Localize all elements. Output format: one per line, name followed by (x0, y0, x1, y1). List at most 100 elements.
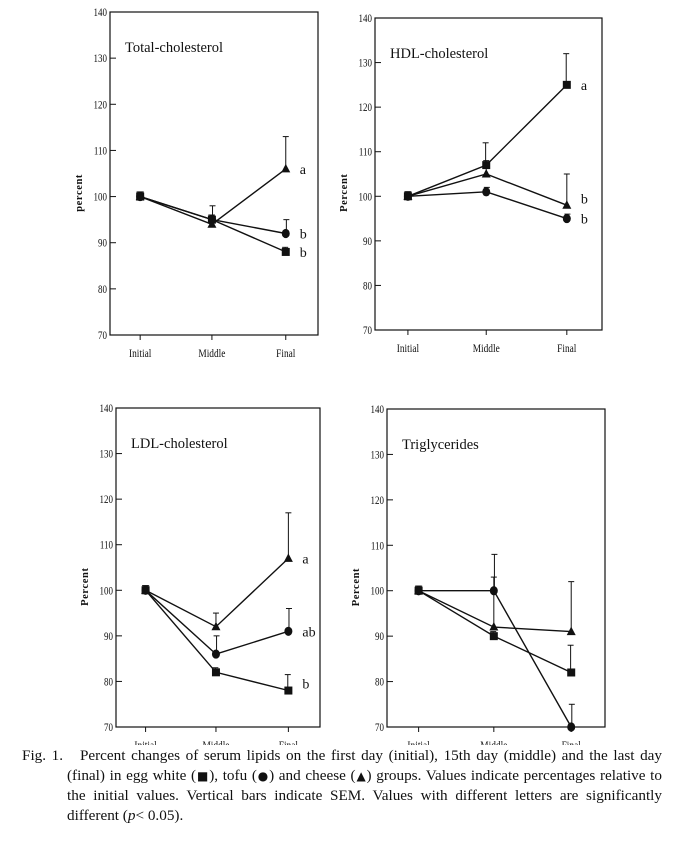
chart-title: Total-cholesterol (125, 40, 223, 56)
significance-label: b (302, 678, 309, 693)
figure-caption: Fig. 1. Percent changes of serum lipids … (22, 746, 662, 825)
data-point-triangle (403, 191, 413, 200)
data-point-triangle (281, 163, 291, 173)
chart-panel-1: 70 80 90 100 110 120 130 140 Initial Middle Final p… (74, 7, 319, 360)
y-tick-label: 120 (100, 494, 113, 506)
data-point-circle (211, 649, 220, 659)
y-tick-label: 70 (363, 325, 372, 337)
data-point-square (284, 686, 293, 695)
y-tick-label: 140 (100, 403, 113, 415)
data-point-square (489, 632, 498, 641)
x-tick-label: Final (276, 347, 295, 360)
x-tick-label: Middle (473, 342, 500, 355)
x-tick-label: Initial (397, 342, 419, 355)
data-point-square (211, 668, 220, 677)
significance-label: b (300, 246, 307, 261)
chart-panel-4: 70 80 90 100 110 120 130 140 Initial Middle Final P… (351, 404, 606, 745)
series-line-circle (418, 590, 572, 728)
x-tick-label: Middle (202, 739, 229, 745)
y-tick-label: 140 (371, 404, 384, 416)
cheese-symbol: ▲ (355, 768, 367, 783)
x-tick-label: Middle (480, 739, 507, 745)
data-point-triangle (211, 621, 221, 631)
data-point-triangle (489, 622, 499, 631)
x-tick-label: Initial (134, 739, 156, 745)
y-tick-label: 90 (375, 631, 384, 643)
y-tick-label: 130 (371, 450, 384, 462)
data-point-triangle (207, 219, 217, 228)
y-tick-label: 120 (94, 99, 107, 111)
y-tick-label: 110 (371, 540, 384, 552)
y-tick-label: 100 (371, 586, 384, 598)
data-point-square (567, 668, 576, 677)
series-line-triangle (145, 557, 289, 628)
tofu-symbol: ● (256, 768, 270, 783)
x-tick-label: Initial (129, 347, 151, 360)
significance-label: ab (302, 625, 315, 640)
significance-label: b (581, 213, 588, 228)
y-tick-label: 80 (98, 284, 107, 296)
y-tick-label: 110 (94, 146, 107, 158)
y-tick-label: 120 (371, 495, 384, 507)
x-tick-label: Final (279, 739, 298, 745)
y-axis-label: Percent (80, 567, 91, 605)
data-point-triangle (135, 191, 145, 201)
x-tick-label: Initial (407, 739, 429, 745)
y-tick-label: 130 (359, 58, 372, 70)
chart-title: HDL-cholesterol (390, 46, 488, 62)
y-tick-label: 100 (359, 191, 372, 203)
data-point-triangle (141, 585, 151, 594)
y-tick-label: 140 (359, 13, 372, 25)
caption-text-3: ) and cheese ( (269, 766, 356, 784)
plot-frame (386, 408, 606, 728)
significance-label: b (581, 193, 588, 208)
y-tick-label: 140 (94, 7, 107, 19)
data-point-circle (567, 722, 576, 732)
y-tick-label: 120 (359, 102, 372, 114)
y-axis-label: Percent (339, 174, 350, 212)
y-tick-label: 110 (359, 147, 372, 159)
significance-label: a (300, 163, 307, 178)
series-line-square (407, 84, 568, 197)
y-tick-label: 90 (363, 236, 372, 248)
x-tick-label: Middle (198, 347, 225, 360)
plot-frame (374, 17, 603, 331)
significance-label: b (300, 227, 307, 242)
chart-panel-2: 70 80 90 100 110 120 130 140 Initial Middle Final P… (339, 13, 603, 355)
caption-text-5: < 0.05). (135, 806, 184, 824)
caption-fig-label: Fig. 1. (22, 747, 64, 764)
data-point-circle (284, 626, 293, 636)
y-tick-label: 70 (104, 722, 113, 734)
data-point-circle (281, 228, 290, 239)
chart-title: LDL-cholesterol (131, 436, 228, 452)
x-tick-label: Final (557, 342, 576, 355)
data-point-triangle (414, 585, 424, 595)
y-tick-label: 100 (100, 585, 113, 597)
y-tick-label: 130 (100, 449, 113, 461)
y-tick-label: 80 (375, 677, 384, 689)
y-tick-label: 110 (100, 540, 113, 552)
y-axis-label: percent (74, 174, 85, 212)
y-tick-label: 100 (94, 192, 107, 204)
plot-frame (115, 407, 321, 728)
caption-text-4: ) groups. Values indicate percentages re… (67, 766, 662, 824)
data-point-circle (562, 213, 571, 224)
y-tick-label: 70 (375, 722, 384, 734)
figure-panels: 70 80 90 100 110 120 130 140 Initial Middle Final p… (74, 7, 606, 745)
data-point-circle (482, 187, 491, 197)
y-tick-label: 80 (104, 677, 113, 689)
significance-label: a (581, 79, 588, 94)
y-tick-label: 90 (98, 238, 107, 250)
caption-text-2: ), tofu ( (209, 766, 257, 784)
egg-white-symbol: ■ (196, 768, 210, 783)
chart-panel-3: 70 80 90 100 110 120 130 140 Initial Middle Final P… (80, 403, 321, 745)
y-tick-label: 80 (363, 281, 372, 293)
data-point-triangle (562, 200, 572, 209)
data-point-square (281, 247, 290, 256)
caption-p-symbol: p (127, 806, 136, 824)
caption-text-1: Percent changes of serum lipids on the f… (67, 747, 663, 784)
data-point-triangle (566, 626, 576, 636)
data-point-triangle (283, 553, 293, 562)
y-axis-label: Percent (351, 568, 362, 606)
data-point-square (562, 80, 571, 89)
